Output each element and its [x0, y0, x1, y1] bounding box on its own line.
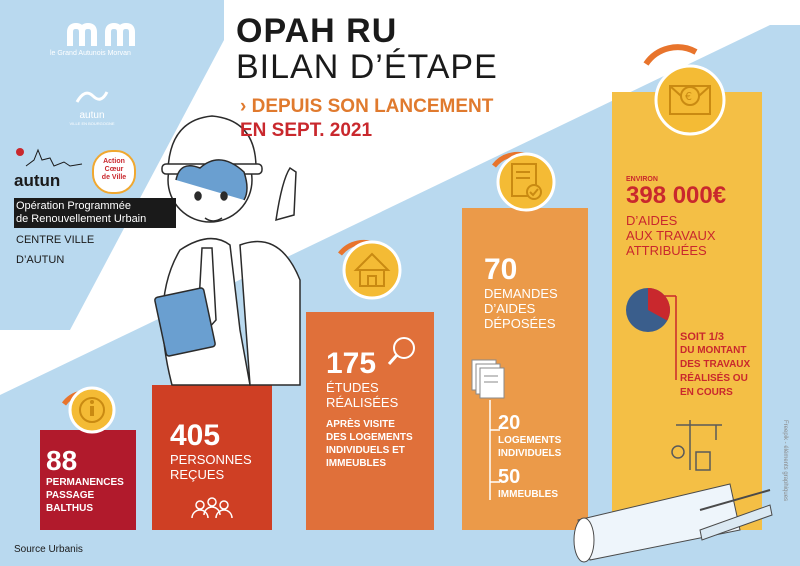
bar-step-1	[40, 430, 136, 530]
step-5-stat: ENVIRON 398 000€ D’AIDES AUX TRAVAUX ATT…	[626, 176, 727, 258]
source-note: Source Urbanis	[14, 544, 83, 555]
step-4-breakdown-2: 50 IMMEUBLES	[498, 466, 558, 500]
pie-slice-one-third	[648, 288, 670, 321]
autun-wave-icon	[75, 91, 109, 103]
grand-autunois-logo: le Grand Autunois Morvan	[50, 22, 170, 57]
info-icon	[79, 397, 105, 423]
program-location: CENTRE VILLE D’AUTUN	[16, 234, 95, 266]
coin-4	[496, 152, 556, 212]
documents-stack-icon	[471, 359, 505, 399]
page-title-line-2: BILAN D’ÉTAPE	[236, 48, 498, 86]
grand-autunois-mark	[67, 22, 135, 46]
crane-icon	[671, 420, 722, 471]
svg-text:€: €	[685, 90, 692, 103]
document-check-icon	[511, 163, 542, 200]
page-title: OPAH RU	[236, 12, 398, 50]
graphic-credit: Freepik - éléments graphiques	[782, 420, 788, 502]
euro-envelope-icon: €	[669, 85, 711, 115]
people-icon	[191, 497, 233, 519]
step-1-stat: 88 PERMANENCES PASSAGE BALTHUS	[46, 445, 124, 515]
pie-chart	[626, 288, 670, 332]
step-5-ratio: SOIT 1/3 DU MONTANT DES TRAVAUX RÉALISÉS…	[680, 331, 751, 398]
program-title-box: Opération Programmée de Renouvellement U…	[14, 198, 176, 228]
autun-main-logo: autun	[14, 146, 84, 189]
bar-step-3	[306, 312, 434, 530]
engineer-illustration	[154, 115, 301, 386]
step-4-breakdown-1: 20 LOGEMENTS INDIVIDUELS	[498, 412, 562, 459]
blueprint-roll-illustration	[573, 483, 773, 563]
subtitle-line-2: EN SEPT. 2021	[240, 120, 373, 141]
cathedral-skyline-icon	[16, 148, 83, 167]
chevron-right-icon: ›	[240, 96, 247, 117]
magnifier-icon	[387, 337, 415, 365]
action-coeur-de-ville-logo: Action Cœur de Ville	[92, 150, 136, 194]
autun-small-logo: autun VILLE EN BOURGOGNE	[62, 86, 122, 126]
step-4-stat: 70 DEMANDES D’AIDES DÉPOSÉES	[484, 253, 558, 332]
step-3-stat: 175 ÉTUDES RÉALISÉES APRÈS VISITE DES LO…	[326, 347, 413, 470]
subtitle-line-1: › DEPUIS SON LANCEMENT	[240, 96, 494, 117]
house-icon	[353, 252, 391, 287]
step-2-stat: 405 PERSONNES REÇUES	[170, 419, 252, 483]
